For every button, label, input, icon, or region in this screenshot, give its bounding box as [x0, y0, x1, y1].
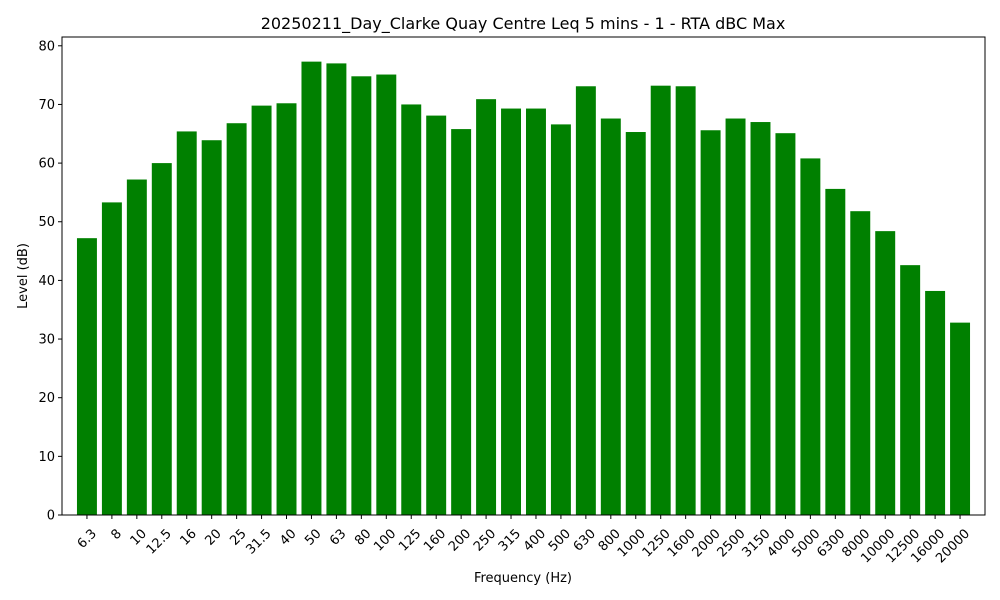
x-tick-label: 31.5: [244, 526, 275, 557]
bar-12500: [900, 265, 921, 515]
x-tick-label: 2500: [715, 526, 749, 560]
x-tick-label: 160: [421, 526, 449, 554]
bar-250: [476, 99, 497, 516]
x-tick-label: 125: [396, 526, 424, 554]
y-tick-label: 70: [38, 98, 55, 113]
x-tick-label: 2000: [690, 526, 724, 560]
bar-8000: [850, 211, 871, 515]
bar-20: [201, 140, 222, 515]
x-tick-label: 8: [108, 526, 124, 542]
bar-3150: [750, 122, 771, 516]
x-tick-label: 4000: [764, 526, 798, 560]
bar-4000: [775, 133, 796, 515]
y-tick-label: 40: [38, 274, 55, 289]
bar-25: [226, 123, 247, 516]
bar-800: [600, 118, 621, 515]
bar-40: [276, 103, 297, 516]
bar-63: [326, 63, 347, 515]
bar-16: [176, 131, 197, 515]
bar-2500: [725, 118, 746, 515]
x-tick-label: 16: [177, 526, 199, 548]
bars-group: [76, 61, 971, 516]
x-tick-label: 1250: [640, 526, 674, 560]
bar-16000: [925, 290, 946, 515]
bar-10000: [875, 231, 896, 516]
y-tick-label: 80: [38, 39, 55, 54]
x-tick-label: 400: [521, 526, 549, 554]
x-tick-label: 80: [352, 526, 374, 548]
bar-125: [401, 104, 422, 516]
bar-1600: [675, 86, 696, 515]
y-tick-label: 60: [38, 157, 55, 172]
bar-6.3: [76, 238, 97, 516]
y-tick-label: 50: [38, 215, 55, 230]
x-tick-label: 12.5: [144, 526, 175, 557]
bar-1250: [650, 85, 671, 516]
x-axis-label: Frequency (Hz): [474, 571, 572, 586]
x-tick-label: 500: [546, 526, 574, 554]
bar-200: [451, 129, 472, 515]
bar-20000: [950, 322, 971, 515]
y-tick-label: 30: [38, 333, 55, 348]
bar-100: [376, 74, 397, 515]
x-tick-label: 6300: [814, 526, 848, 560]
x-tick-label: 250: [471, 526, 499, 554]
x-tick-label: 630: [571, 526, 599, 554]
bar-2000: [700, 130, 721, 516]
bar-315: [501, 108, 522, 515]
bar-10: [126, 179, 147, 515]
bar-630: [575, 86, 596, 515]
bar-31.5: [251, 105, 272, 516]
x-tick-label: 200: [446, 526, 474, 554]
bar-1000: [625, 132, 646, 516]
x-tick-label: 20: [202, 526, 224, 548]
x-tick-label: 63: [327, 526, 349, 548]
y-axis-label: Level (dB): [16, 243, 31, 309]
x-tick-label: 50: [302, 526, 324, 548]
bar-400: [525, 108, 546, 515]
bar-500: [550, 124, 571, 516]
bar-5000: [800, 158, 821, 515]
plot-frame: [61, 36, 986, 516]
x-tick-label: 315: [496, 526, 524, 554]
y-axis: 0 10 20 30 40 50 60 70 80: [38, 39, 62, 524]
x-tick-label: 40: [277, 526, 299, 548]
bar-8: [101, 202, 122, 515]
x-tick-label: 3150: [740, 526, 774, 560]
y-tick-label: 0: [47, 509, 55, 524]
chart-title: 20250211_Day_Clarke Quay Centre Leq 5 mi…: [261, 14, 786, 34]
bar-12.5: [151, 163, 172, 516]
bar-160: [426, 115, 447, 516]
x-tick-label: 1600: [665, 526, 699, 560]
x-tick-label: 1000: [615, 526, 649, 560]
bar-50: [301, 61, 322, 516]
x-tick-label: 6.3: [75, 526, 100, 551]
y-tick-label: 20: [38, 391, 55, 406]
x-tick-label: 5000: [789, 526, 823, 560]
x-tick-label: 100: [371, 526, 399, 554]
y-tick-label: 10: [38, 450, 55, 465]
bar-80: [351, 76, 372, 515]
bar-6300: [825, 188, 846, 515]
